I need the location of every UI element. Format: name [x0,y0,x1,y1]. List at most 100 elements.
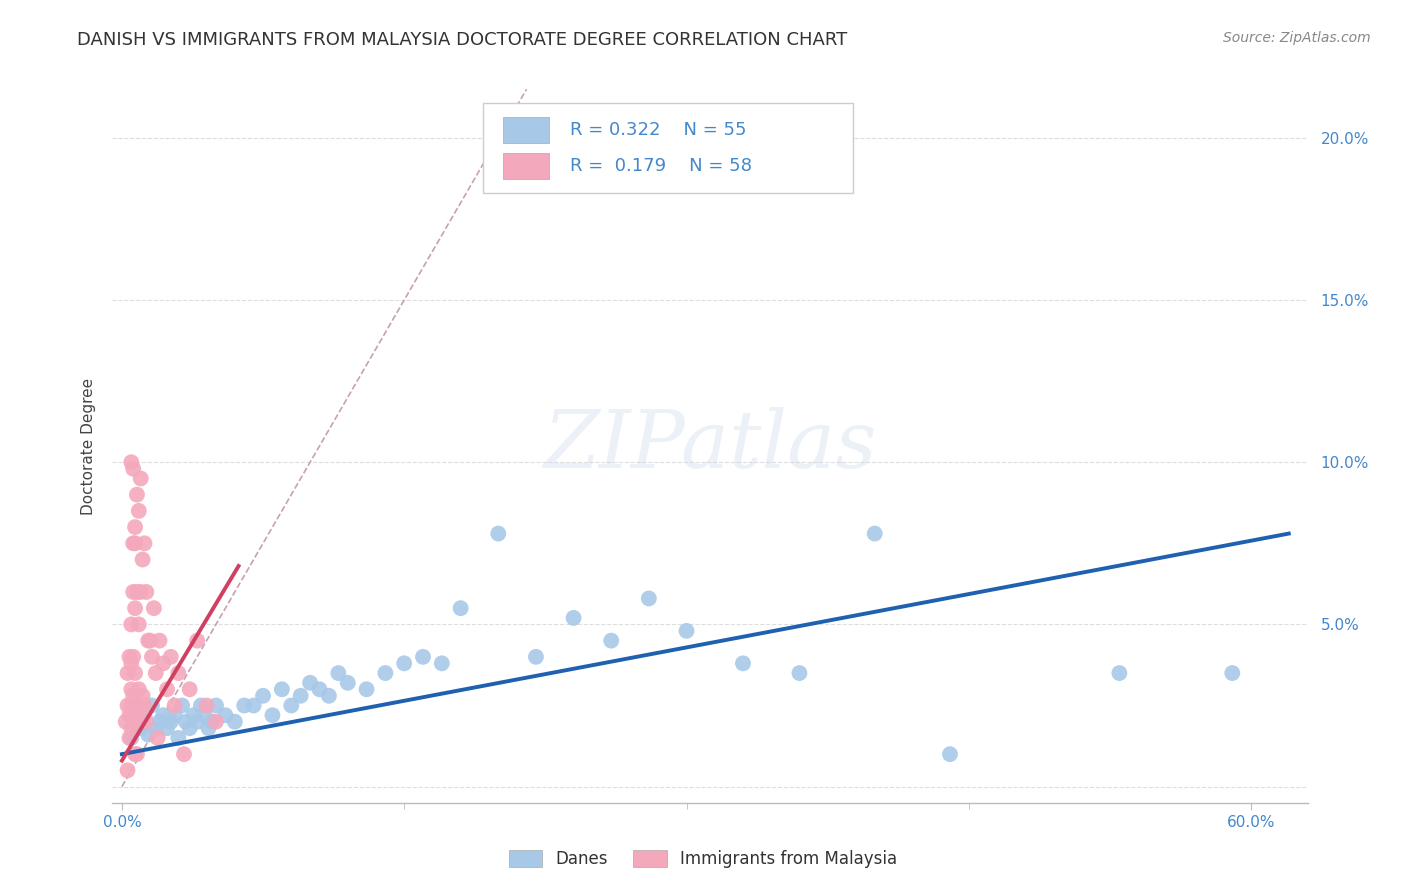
Point [142,601,165,615]
Text: Source: ZipAtlas.com: Source: ZipAtlas.com [1223,31,1371,45]
Point [183,708,205,723]
Point [118,731,141,745]
Point [122,714,145,729]
Point [125,488,148,502]
Point [120,721,142,735]
Point [163,698,186,713]
Point [194,708,217,723]
Point [600,633,623,648]
Point [145,721,167,735]
Point [120,657,142,671]
Point [124,708,146,723]
Point [129,471,152,485]
Point [136,633,159,648]
Point [135,585,157,599]
Point [731,657,754,671]
Point [356,682,378,697]
Text: DANISH VS IMMIGRANTS FROM MALAYSIA DOCTORATE DEGREE CORRELATION CHART: DANISH VS IMMIGRANTS FROM MALAYSIA DOCTO… [77,31,848,49]
Point [172,698,194,713]
Point [129,585,152,599]
Point [318,689,340,703]
Point [128,504,150,518]
Point [392,657,415,671]
Point [129,698,152,713]
Point [124,536,146,550]
Point [224,714,246,729]
Point [270,682,292,697]
Text: R =  0.179    N = 58: R = 0.179 N = 58 [571,157,752,175]
Point [205,714,228,729]
Point [863,526,886,541]
Point [167,731,190,745]
Point [637,591,659,606]
Point [118,649,141,664]
Point [186,714,208,729]
Point [290,689,312,703]
Point [450,601,472,615]
Point [374,666,396,681]
Point [205,698,228,713]
Point [122,585,145,599]
Point [131,689,153,703]
Point [152,657,174,671]
Point [233,698,256,713]
Point [173,747,195,761]
Point [125,714,148,729]
Point [148,714,170,729]
Point [1220,666,1243,681]
Point [128,617,150,632]
Point [117,666,139,681]
Point [197,721,219,735]
Point [1108,666,1130,681]
Point [134,708,156,723]
Point [163,708,186,723]
Point [328,666,350,681]
Point [201,714,224,729]
Point [125,698,148,713]
Text: ZIPatlas: ZIPatlas [543,408,877,484]
Point [146,731,169,745]
Point [125,747,148,761]
Point [675,624,697,638]
Point [214,708,236,723]
Point [156,721,179,735]
Point [118,708,141,723]
Point [174,714,197,729]
Point [939,747,962,761]
Point [124,666,146,681]
FancyBboxPatch shape [484,103,853,193]
Point [152,708,174,723]
Point [117,764,139,778]
Point [122,461,145,475]
Point [308,682,330,697]
Point [336,675,359,690]
Point [131,552,153,566]
Point [156,682,179,697]
Point [412,649,434,664]
Point [134,536,156,550]
Point [120,731,142,745]
Point [179,721,201,735]
Point [120,455,142,469]
Point [179,682,201,697]
Point [167,666,190,681]
Point [159,649,181,664]
Legend: Danes, Immigrants from Malaysia: Danes, Immigrants from Malaysia [502,843,904,875]
Point [486,526,509,541]
Point [128,682,150,697]
Point [124,601,146,615]
Point [252,689,274,703]
Point [280,698,302,713]
Point [262,708,284,723]
Point [524,649,547,664]
Point [159,714,181,729]
Point [120,698,142,713]
Point [122,536,145,550]
Point [186,633,208,648]
Point [114,714,136,729]
Point [789,666,811,681]
Point [122,689,145,703]
Point [141,649,163,664]
Point [195,698,218,713]
Point [141,698,163,713]
